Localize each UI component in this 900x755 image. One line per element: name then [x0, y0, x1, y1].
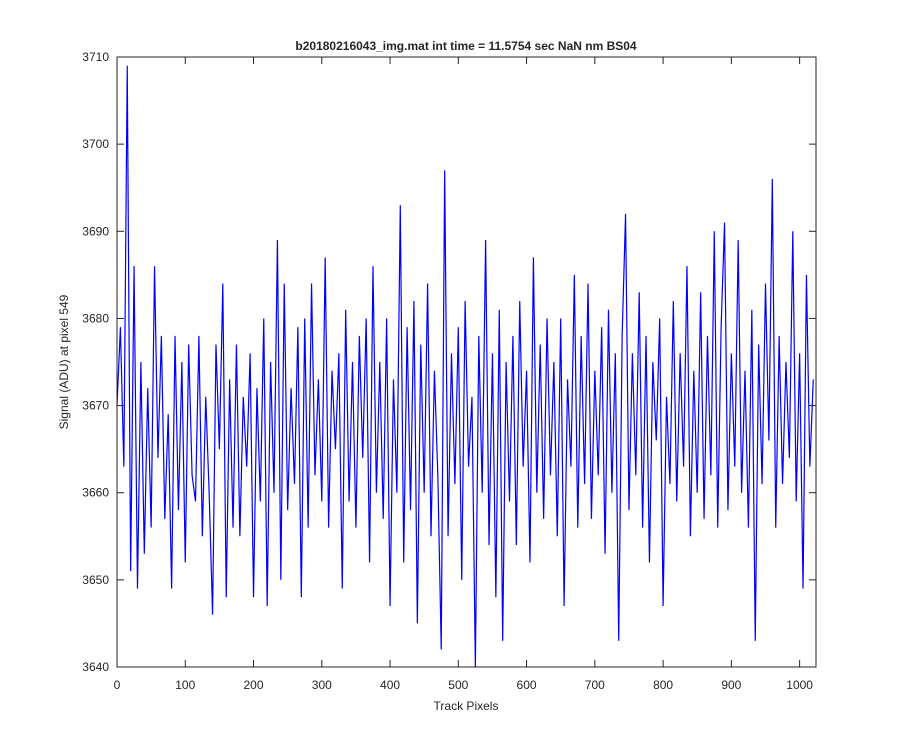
x-tick-label: 200	[244, 678, 264, 692]
y-tick-label: 3650	[82, 573, 109, 587]
y-axis-label: Signal (ADU) at pixel 549	[57, 294, 71, 429]
chart-title: b20180216043_img.mat int time = 11.5754 …	[295, 39, 637, 53]
x-tick-label: 0	[114, 678, 121, 692]
x-tick-label: 400	[380, 678, 400, 692]
x-tick-label: 500	[448, 678, 468, 692]
x-tick-label: 700	[585, 678, 605, 692]
y-tick-label: 3700	[82, 137, 109, 151]
x-tick-label: 900	[721, 678, 741, 692]
y-tick-label: 3680	[82, 311, 109, 325]
y-tick-label: 3710	[82, 50, 109, 64]
x-tick-label: 600	[517, 678, 537, 692]
x-tick-label: 1000	[786, 678, 813, 692]
y-tick-label: 3660	[82, 486, 109, 500]
data-line	[117, 65, 814, 667]
x-tick-label: 100	[175, 678, 195, 692]
y-tick-label: 3640	[82, 660, 109, 674]
y-tick-label: 3690	[82, 224, 109, 238]
y-tick-label: 3670	[82, 399, 109, 413]
x-axis-label: Track Pixels	[434, 699, 499, 713]
x-tick-label: 800	[653, 678, 673, 692]
x-tick-label: 300	[312, 678, 332, 692]
